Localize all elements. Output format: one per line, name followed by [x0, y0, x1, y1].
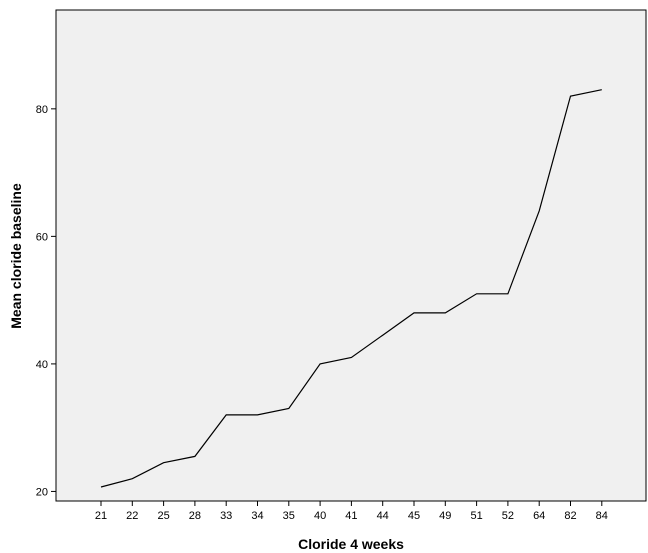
x-tick-label: 33: [220, 510, 232, 522]
y-axis-title: Mean cloride baseline: [8, 183, 24, 329]
x-tick-label: 84: [596, 510, 608, 522]
x-tick-label: 51: [470, 510, 482, 522]
x-tick-label: 28: [189, 510, 201, 522]
x-tick-label: 25: [157, 510, 169, 522]
y-tick-label: 80: [36, 104, 48, 116]
x-tick-label: 35: [283, 510, 295, 522]
x-tick-label: 52: [502, 510, 514, 522]
x-tick-label: 45: [408, 510, 420, 522]
x-axis: 21 22 25 28 33 34 35 40 41 44 45 49 51 52 64 82 84: [95, 501, 608, 522]
y-tick-label: 20: [36, 486, 48, 498]
x-tick-label: 82: [564, 510, 576, 522]
x-tick-label: 21: [95, 510, 107, 522]
x-tick-label: 49: [439, 510, 451, 522]
x-tick-label: 22: [126, 510, 138, 522]
y-tick-label: 40: [36, 359, 48, 371]
plot-area: [55, 9, 647, 502]
x-tick-label: 44: [377, 510, 389, 522]
x-tick-label: 40: [314, 510, 326, 522]
x-tick-label: 41: [345, 510, 357, 522]
y-tick-label: 60: [36, 231, 48, 243]
x-axis-title: Cloride 4 weeks: [298, 536, 404, 552]
x-tick-label: 34: [251, 510, 263, 522]
x-tick-label: 64: [533, 510, 545, 522]
y-axis: 20 40 60 80: [36, 104, 56, 498]
series-line: [100, 89, 602, 488]
